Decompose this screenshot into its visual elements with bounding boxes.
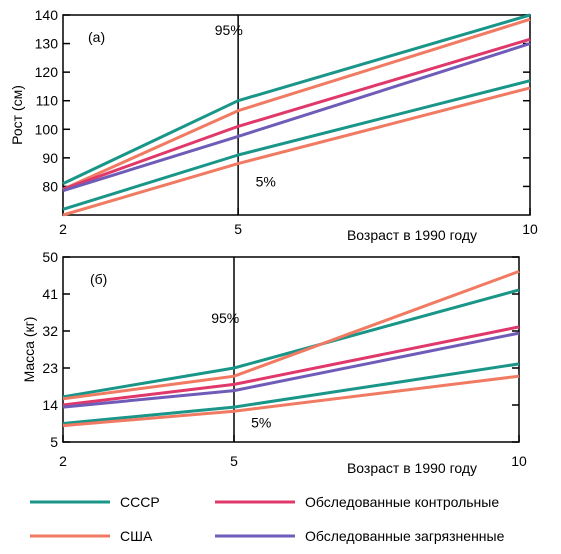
panel-b-ytick-label: 50 bbox=[42, 249, 58, 265]
panel-b-xtick-label: 5 bbox=[230, 453, 238, 469]
panel-a-annotation-p5: 5% bbox=[256, 173, 276, 189]
panel-a-label: (a) bbox=[88, 29, 105, 45]
panel-b-line-usa-p5 bbox=[62, 374, 520, 428]
legend-label-polluted: Обследованные загрязненные bbox=[305, 528, 505, 544]
panel-a-ytick-label: 90 bbox=[42, 150, 58, 166]
panel-a-ytick-label: 110 bbox=[36, 93, 59, 109]
panel-b-xtick-label: 2 bbox=[59, 453, 67, 469]
panel-b-xtick-label: 10 bbox=[511, 453, 527, 469]
legend-label-control: Обследованные контрольные bbox=[305, 494, 499, 510]
legend-label-usa: США bbox=[120, 528, 153, 544]
panel-a-line-ussr-p95 bbox=[62, 13, 531, 185]
panel-a-xtick-label: 10 bbox=[522, 221, 538, 237]
panel-b-ytick-label: 5 bbox=[50, 434, 58, 450]
panel-b-frame bbox=[62, 256, 520, 443]
panel-a-line-ussr-p5 bbox=[62, 79, 531, 211]
panel-b-xlabel: Возраст в 1990 году bbox=[347, 460, 477, 476]
panel-b-annotation-p95: 95% bbox=[211, 310, 239, 326]
panel-a-line-control-p95 bbox=[62, 37, 531, 191]
panel-a-ytick-label: 130 bbox=[35, 36, 59, 52]
panel-b-ytick-label: 23 bbox=[42, 360, 58, 376]
panel-b-ytick-label: 14 bbox=[42, 397, 58, 413]
panel-b-line-usa-p95 bbox=[62, 269, 520, 401]
panel-a-ylabel: Рост (см) bbox=[9, 85, 25, 145]
panel-b-ylabel: Масса (кг) bbox=[21, 317, 37, 383]
panel-a-ytick-label: 80 bbox=[42, 178, 58, 194]
panel-a-ytick-label: 120 bbox=[35, 64, 59, 80]
panel-a-line-usa-p95 bbox=[62, 17, 531, 191]
panel-a-line-usa-p5 bbox=[62, 86, 531, 217]
panel-a-annotation-p95: 95% bbox=[215, 22, 243, 38]
panel-a-xlabel: Возраст в 1990 году bbox=[347, 227, 477, 243]
panel-b-line-ussr-p5 bbox=[62, 362, 520, 425]
panel-a-frame bbox=[62, 14, 531, 216]
panel-b-ytick-label: 32 bbox=[42, 323, 58, 339]
panel-b-annotation-p5: 5% bbox=[251, 415, 271, 431]
panel-b-ytick-label: 41 bbox=[42, 286, 58, 302]
panel-a-xtick-label: 5 bbox=[234, 221, 242, 237]
panel-a-ytick-label: 100 bbox=[35, 121, 59, 137]
panel-a-line-polluted-p95 bbox=[62, 42, 531, 193]
panel-b-line-ussr-p95 bbox=[62, 288, 520, 399]
panel-b-line-control-p95 bbox=[62, 325, 520, 407]
panel-b-line-polluted-p95 bbox=[62, 331, 520, 409]
panel-a-ytick-label: 140 bbox=[35, 7, 59, 23]
legend-label-ussr: СССР bbox=[120, 494, 160, 510]
panel-b-label: (б) bbox=[90, 271, 107, 287]
panel-a-xtick-label: 2 bbox=[59, 221, 67, 237]
